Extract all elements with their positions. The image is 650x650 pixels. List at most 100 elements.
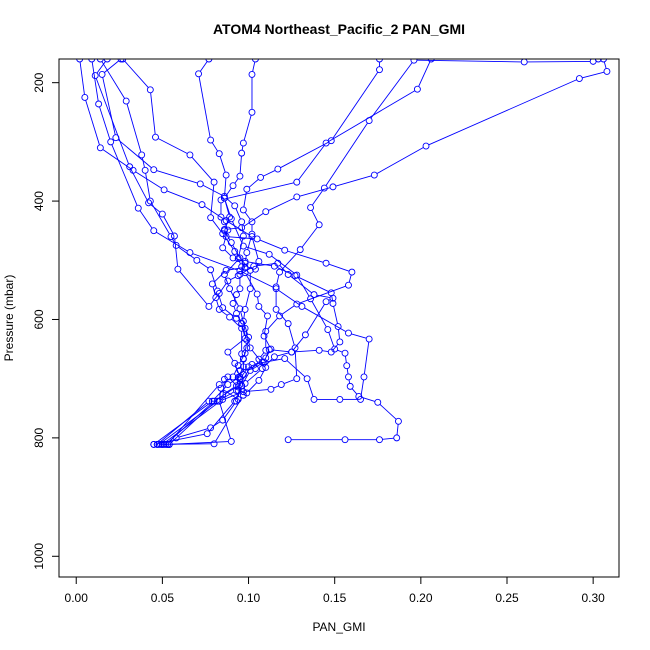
series-8-segment: [229, 339, 244, 351]
series-9-point: [150, 440, 158, 448]
series-11-segment: [328, 90, 416, 142]
series-2-segment: [246, 246, 267, 254]
series-7-segment: [225, 277, 229, 287]
series-8-point: [236, 373, 244, 381]
series-10-segment: [221, 377, 231, 384]
series-7-point: [226, 213, 234, 221]
series-8-point: [207, 266, 215, 274]
series-8-segment: [145, 173, 151, 199]
series-1-point: [241, 305, 249, 313]
series-6-point: [322, 259, 330, 267]
series-5-point: [203, 430, 211, 438]
series-4-point: [310, 395, 318, 403]
series-10-segment: [245, 343, 247, 351]
series-3-segment: [246, 275, 257, 292]
series-5-segment: [179, 271, 208, 305]
series-8-point: [231, 359, 239, 367]
series-2-segment: [224, 177, 227, 196]
series-8-segment: [172, 238, 176, 244]
series-8-point: [233, 314, 240, 322]
series-3-segment: [241, 224, 244, 234]
series-2-point: [341, 349, 349, 357]
series-6-segment: [299, 285, 346, 304]
series-10-segment: [247, 236, 252, 250]
series-10-segment: [245, 255, 247, 261]
series-6-segment: [242, 368, 253, 371]
series-2-segment: [379, 404, 397, 420]
series-9-point: [226, 313, 234, 321]
series-9-segment: [204, 205, 224, 220]
plot-area: [76, 59, 611, 448]
series-10-point: [233, 291, 240, 299]
series-12-segment: [311, 210, 319, 223]
series-9-point: [238, 324, 246, 332]
series-7-segment: [241, 145, 244, 151]
series-11-point: [219, 244, 227, 252]
series-3-point: [231, 202, 239, 210]
series-9-segment: [228, 221, 250, 236]
series-4-segment: [351, 333, 367, 339]
series-2-point: [284, 436, 292, 444]
series-11-point: [210, 440, 218, 448]
series-8-point: [219, 304, 227, 312]
series-5-point: [145, 199, 153, 207]
series-1-point: [246, 285, 254, 293]
series-7-segment: [229, 378, 237, 386]
series-11-point: [413, 85, 421, 93]
series-9-segment: [214, 386, 227, 400]
series-9-segment: [214, 272, 225, 283]
series-7-point: [227, 239, 235, 246]
series-3-segment: [264, 318, 268, 334]
series-11-segment: [333, 306, 338, 324]
series-4-point: [303, 375, 311, 383]
series-11-point: [315, 346, 323, 354]
series-2-segment: [337, 349, 343, 353]
series-11-point: [224, 226, 232, 234]
series-5-segment: [220, 283, 227, 292]
series-9-point: [129, 166, 137, 174]
series-9-point: [222, 266, 230, 274]
series-3-point: [117, 59, 125, 63]
series-10-point: [243, 185, 251, 193]
series-4-point: [155, 440, 163, 448]
series-5-segment: [264, 352, 269, 360]
series-1-point: [186, 151, 194, 159]
series-9-point: [96, 144, 104, 152]
series-11-segment: [247, 370, 261, 382]
series-11-segment: [224, 249, 232, 257]
series-11-segment: [418, 61, 431, 87]
series-9-segment: [230, 375, 242, 384]
series-10-point: [376, 66, 383, 74]
series-2-point: [205, 59, 213, 63]
series-12-point: [272, 305, 280, 313]
series-3-point: [253, 290, 261, 298]
series-8-segment: [217, 293, 223, 305]
series-11-point: [270, 353, 278, 361]
series-6-segment: [224, 387, 235, 394]
series-5-segment: [208, 403, 234, 432]
series-12-point: [365, 117, 373, 125]
series-11-point: [217, 196, 225, 204]
series-11-point: [217, 213, 225, 221]
series-11-point: [158, 440, 166, 448]
series-7-segment: [251, 349, 265, 366]
series-2-point: [341, 436, 349, 444]
x-tick-label: 0.10: [237, 591, 261, 605]
series-5-segment: [306, 304, 325, 333]
series-4-segment: [219, 391, 235, 401]
series-7-segment: [164, 400, 221, 443]
y-tick-label: 200: [32, 72, 46, 92]
series-3-segment: [235, 208, 241, 220]
series-8-segment: [178, 246, 195, 259]
series-12-point: [205, 397, 213, 405]
series-6-point: [262, 208, 270, 216]
series-4-segment: [99, 106, 111, 140]
series-5-segment: [96, 61, 106, 74]
series-11-segment: [277, 352, 289, 357]
series-5-point: [126, 163, 134, 171]
series-9-segment: [79, 61, 85, 95]
series-10-segment: [233, 368, 238, 375]
series-11-point: [293, 178, 301, 186]
series-5-point: [322, 298, 330, 306]
series-7-point: [229, 182, 237, 190]
